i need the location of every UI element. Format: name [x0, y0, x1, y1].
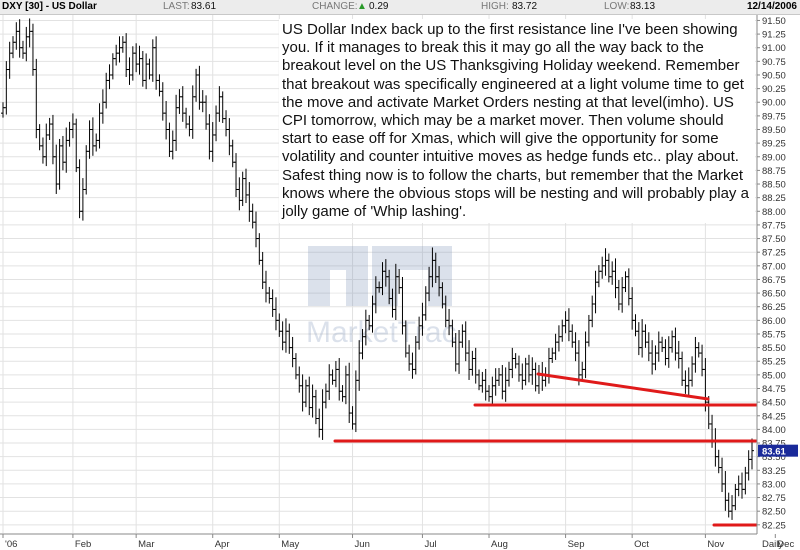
watermark-logo — [308, 246, 368, 306]
chart-date: 12/14/2006 — [746, 1, 797, 12]
change-label: CHANGE: — [312, 1, 358, 12]
y-tick-label: 89.50 — [762, 125, 786, 136]
x-tick-label: Sep — [568, 539, 585, 550]
y-tick-label: 85.75 — [762, 329, 786, 340]
x-tick-label: Mar — [138, 539, 154, 550]
y-tick-label: 85.50 — [762, 343, 786, 354]
watermark-logo-cut — [330, 270, 346, 306]
x-tick-label: Apr — [215, 539, 230, 550]
symbol-title: DXY [30] - US Dollar — [2, 1, 97, 12]
y-tick-label: 86.75 — [762, 275, 786, 286]
y-tick-label: 90.25 — [762, 84, 786, 95]
x-tick-label: Nov — [707, 539, 724, 550]
chart-header: DXY [30] - US Dollar LAST: 83.61 CHANGE:… — [0, 0, 800, 15]
change-up-icon: ▲ — [357, 1, 367, 12]
x-axis: '06 Feb Mar Apr May Jun Jul Aug Sep Oct Nov DecDail… — [0, 533, 800, 550]
watermark: MarketTrac — [306, 246, 457, 349]
x-tick-label: Feb — [75, 539, 91, 550]
x-tick-label: Dec — [777, 539, 794, 550]
y-tick-label: 89.25 — [762, 139, 786, 150]
y-tick-label: 82.75 — [762, 493, 786, 504]
y-axis: 82.25 82.50 82.75 83.00 83.25 83.50 83.75 84.00… — [756, 15, 800, 535]
y-tick-label: 87.50 — [762, 234, 786, 245]
y-tick-label: 85.25 — [762, 357, 786, 368]
y-tick-label: 90.00 — [762, 98, 786, 109]
y-tick-label: 83.00 — [762, 479, 786, 490]
y-tick-label: 85.00 — [762, 370, 786, 381]
x-tick-label: Aug — [491, 539, 508, 550]
y-tick-label: 88.25 — [762, 193, 786, 204]
x-tick-label: May — [281, 539, 299, 550]
y-tick-label: 91.25 — [762, 30, 786, 41]
watermark-text: MarketTrac — [306, 316, 457, 349]
y-tick-label: 87.00 — [762, 261, 786, 272]
x-tick-label: Jul — [424, 539, 436, 550]
y-tick-label: 91.00 — [762, 43, 786, 54]
x-tick-label: Oct — [634, 539, 649, 550]
last-label: LAST: — [163, 1, 190, 12]
y-tick-label: 89.00 — [762, 152, 786, 163]
x-tick-label-daily: Daily — [762, 539, 783, 550]
low-label: LOW: — [604, 1, 630, 12]
ohlc-bar — [750, 438, 754, 470]
y-tick-label: 90.75 — [762, 57, 786, 68]
x-tick-label: '06 — [5, 539, 17, 550]
high-label: HIGH: — [481, 1, 509, 12]
x-tick-label: Jun — [355, 539, 370, 550]
commentary-text: US Dollar Index back up to the first res… — [279, 19, 755, 224]
y-tick-label: 82.25 — [762, 520, 786, 531]
y-tick-label: 84.25 — [762, 411, 786, 422]
y-tick-label: 90.50 — [762, 70, 786, 81]
y-tick-label: 89.75 — [762, 111, 786, 122]
y-tick-label: 87.75 — [762, 220, 786, 231]
y-tick-label: 88.50 — [762, 180, 786, 191]
y-tick-label: 84.75 — [762, 384, 786, 395]
y-tick-label: 86.00 — [762, 316, 786, 327]
y-tick-label: 86.25 — [762, 302, 786, 313]
change-value: 0.29 — [369, 1, 389, 12]
y-tick-label: 84.50 — [762, 398, 786, 409]
y-tick-label: 83.75 — [762, 439, 786, 450]
watermark-logo-cut-2 — [398, 270, 428, 306]
low-value: 83.13 — [630, 1, 656, 12]
y-tick-label: 83.25 — [762, 466, 786, 477]
y-tick-label: 88.00 — [762, 207, 786, 218]
x-axis-panel — [0, 534, 800, 550]
y-tick-label: 88.75 — [762, 166, 786, 177]
last-value: 83.61 — [191, 1, 217, 12]
y-tick-label: 86.50 — [762, 289, 786, 300]
ohlc-bars — [1, 18, 754, 520]
y-tick-label: 82.50 — [762, 507, 786, 518]
trendline-sep-nov — [536, 372, 710, 401]
annotation-lines — [333, 372, 758, 527]
high-value: 83.72 — [512, 1, 538, 12]
last-price-marker — [758, 444, 798, 457]
y-tick-label: 87.25 — [762, 248, 786, 259]
y-tick-label: 91.50 — [762, 16, 786, 27]
y-tick-label: 83.50 — [762, 452, 786, 463]
y-tick-label: 84.00 — [762, 425, 786, 436]
last-price-label: 83.61 — [762, 447, 786, 458]
